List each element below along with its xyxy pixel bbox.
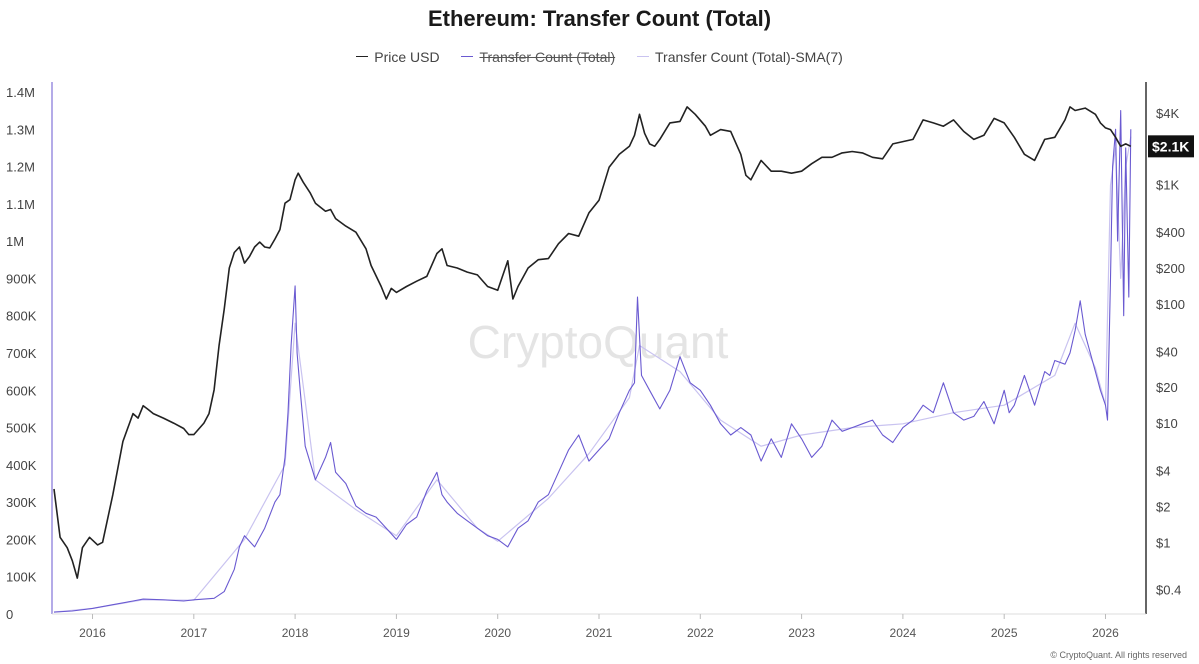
left-axis: 0 100K 200K 300K 400K 500K 600K 700K 800K 900K 1M 1… [6, 82, 53, 622]
right-tick-label: $100 [1156, 297, 1185, 312]
x-tick-label: 2024 [890, 626, 917, 640]
current-price-tag-bg [1148, 135, 1194, 158]
x-tick-label: 2016 [79, 626, 106, 640]
x-tick-label: 2018 [282, 626, 309, 640]
left-tick-label: 900K [6, 271, 37, 286]
x-tick-label: 2025 [991, 626, 1018, 640]
right-tick-label: $0.4 [1156, 583, 1181, 598]
left-tick-label: 300K [6, 495, 37, 510]
left-tick-label: 1.1M [6, 197, 35, 212]
chart-title: Ethereum: Transfer Count (Total) [427, 6, 772, 31]
left-tick-label: 1M [6, 234, 24, 249]
legend-label-transfer-count: Transfer Count (Total) [479, 48, 616, 65]
right-tick-label: $4 [1156, 464, 1170, 479]
series-transfer-sma-line [53, 136, 1132, 613]
left-tick-label: 1.2M [6, 160, 35, 175]
current-price-label: $2.1K [1152, 138, 1189, 154]
right-tick-label: $400 [1156, 225, 1185, 240]
legend-swatch-transfer-count [461, 56, 474, 57]
right-axis: $0.4 $1 $2 $4 $10 $20 $40 $100 $200 $400 $1K $4K [1145, 82, 1185, 614]
watermark: CryptoQuant [468, 316, 729, 368]
left-tick-label: 800K [6, 309, 37, 324]
legend-item-price[interactable]: Price USD [356, 48, 440, 65]
series-price-usd-line [53, 106, 1132, 579]
legend-item-transfer-count[interactable]: Transfer Count (Total) [461, 49, 615, 65]
left-tick-label: 200K [6, 532, 37, 547]
right-tick-label: $10 [1156, 416, 1178, 431]
x-tick-label: 2019 [383, 626, 410, 640]
current-price-tag: $2.1K [1148, 135, 1194, 158]
right-tick-label: $200 [1156, 261, 1185, 276]
left-tick-label: 0 [6, 607, 13, 622]
left-tick-label: 1.3M [6, 122, 35, 137]
right-tick-label: $4K [1156, 106, 1179, 121]
legend-swatch-price [356, 56, 369, 57]
series-layer [53, 106, 1132, 613]
x-tick-label: 2020 [484, 626, 511, 640]
right-tick-label: $40 [1156, 344, 1178, 359]
right-tick-label: $1 [1156, 535, 1170, 550]
legend-label-transfer-sma: Transfer Count (Total)-SMA(7) [655, 48, 843, 65]
right-tick-label: $1K [1156, 178, 1179, 193]
left-tick-label: 600K [6, 383, 37, 398]
x-tick-label: 2026 [1092, 626, 1119, 640]
footer-copyright: © CryptoQuant. All rights reserved [1050, 650, 1187, 660]
legend-swatch-transfer-sma [637, 56, 650, 57]
x-tick-label: 2022 [687, 626, 714, 640]
legend-label-price: Price USD [374, 48, 440, 65]
series-transfer-count-line [53, 110, 1132, 613]
left-tick-label: 700K [6, 346, 37, 361]
x-tick-label: 2017 [180, 626, 207, 640]
left-tick-label: 100K [6, 570, 37, 585]
left-tick-label: 500K [6, 421, 37, 436]
x-tick-label: 2023 [788, 626, 815, 640]
legend-item-transfer-sma[interactable]: Transfer Count (Total)-SMA(7) [637, 49, 843, 65]
left-tick-label: 1.4M [6, 85, 35, 100]
right-tick-label: $20 [1156, 380, 1178, 395]
right-tick-label: $2 [1156, 499, 1170, 514]
chart-legend: Price USD Transfer Count (Total) Transfe… [0, 44, 1199, 65]
x-axis: 2016 2017 2018 2019 2020 2021 2022 2023 2024 2025… [52, 613, 1146, 640]
x-tick-label: 2021 [586, 626, 613, 640]
left-tick-label: 400K [6, 458, 37, 473]
